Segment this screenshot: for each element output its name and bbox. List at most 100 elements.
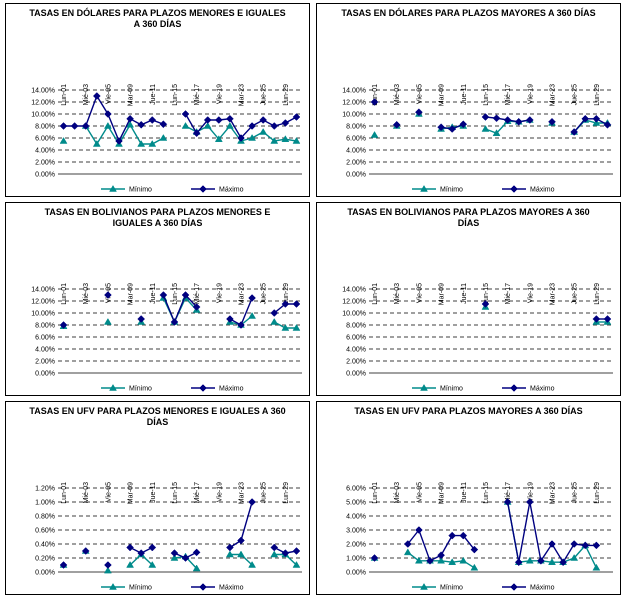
data-point xyxy=(592,114,601,123)
y-tick-label: 2.00% xyxy=(35,160,55,167)
data-point xyxy=(226,315,234,323)
data-point xyxy=(437,123,445,132)
data-point xyxy=(92,140,101,147)
data-point xyxy=(525,498,534,506)
y-tick-label: 12.00% xyxy=(31,299,55,306)
data-point xyxy=(103,566,112,574)
x-tick-label: Mar-23 xyxy=(550,482,557,504)
data-point xyxy=(59,137,68,144)
legend-marker xyxy=(109,583,117,590)
y-tick-label: 2.00% xyxy=(346,359,366,366)
legend-label: Mínimo xyxy=(129,386,152,393)
data-point xyxy=(137,140,146,147)
x-tick-label: Mar-23 xyxy=(239,84,246,106)
data-point xyxy=(525,116,534,124)
data-point xyxy=(270,122,279,130)
data-point xyxy=(470,563,479,571)
y-tick-label: 2.00% xyxy=(346,542,366,549)
data-point xyxy=(148,561,157,568)
x-tick-label: Jue-25 xyxy=(572,84,579,106)
data-point xyxy=(248,134,257,141)
data-point xyxy=(214,116,223,124)
data-point xyxy=(370,554,379,562)
data-point xyxy=(603,315,612,323)
data-point xyxy=(81,547,90,555)
data-point xyxy=(181,554,190,562)
x-tick-label: Mié-03 xyxy=(394,482,401,504)
data-point xyxy=(226,114,234,123)
data-point xyxy=(292,561,301,568)
chart: 0.00% 1.00% 2.00% 3.00% 4.00% 5.00% 6.00% Lun-0… xyxy=(346,482,613,592)
y-tick-label: 6.00% xyxy=(35,335,55,342)
x-tick-label: Mar-09 xyxy=(439,482,446,504)
data-point xyxy=(103,318,112,325)
data-point xyxy=(548,117,556,126)
x-tick-label: Mar-09 xyxy=(439,283,446,305)
x-tick-label: Lun-01 xyxy=(61,283,68,305)
x-tick-label: Jue-11 xyxy=(150,482,157,503)
data-point xyxy=(104,110,112,118)
data-point xyxy=(270,309,279,317)
y-tick-label: 0.00% xyxy=(346,371,366,378)
legend-marker xyxy=(109,185,117,192)
data-point xyxy=(148,116,157,124)
y-tick-label: 0.00% xyxy=(35,371,55,378)
data-point xyxy=(237,321,245,329)
legend-marker xyxy=(199,583,207,591)
x-tick-label: Lun-01 xyxy=(372,482,379,504)
x-tick-label: Lun-15 xyxy=(483,283,490,305)
chart: 0.00% 0.20% 0.40% 0.60% 0.80% 1.00% 1.20% Lun-0… xyxy=(35,482,302,592)
x-tick-label: Vie-05 xyxy=(416,283,423,303)
legend-marker xyxy=(420,384,428,391)
x-tick-label: Mié-17 xyxy=(194,283,201,305)
legend-marker xyxy=(420,583,428,590)
y-tick-label: 2.00% xyxy=(35,359,55,366)
y-tick-label: 3.00% xyxy=(346,528,366,535)
x-tick-label: Mié-17 xyxy=(505,84,512,106)
y-tick-label: 0.60% xyxy=(35,528,55,535)
data-point xyxy=(59,321,68,329)
chart-title: TASAS EN UFV PARA PLAZOS MAYORES A 360 D… xyxy=(354,406,583,416)
data-point xyxy=(592,315,601,323)
data-point xyxy=(292,113,301,121)
data-point xyxy=(248,294,256,302)
legend-label: Mínimo xyxy=(129,585,152,592)
y-tick-label: 0.00% xyxy=(35,172,55,179)
y-tick-label: 10.00% xyxy=(31,311,55,318)
data-point xyxy=(148,140,157,147)
chart-panel: 0.00% 2.00% 4.00% 6.00% 8.00% 10.00% 12.00% 14.… xyxy=(5,3,310,197)
legend-marker xyxy=(109,384,117,391)
series-line xyxy=(407,501,597,564)
chart-title: TASAS EN DÓLARES PARA PLAZOS MAYORES A 3… xyxy=(341,8,596,18)
data-point xyxy=(170,554,179,561)
x-tick-label: Vie-05 xyxy=(416,482,423,502)
data-point xyxy=(170,318,179,326)
data-point xyxy=(203,122,212,129)
data-point xyxy=(137,120,146,129)
chart-panel: 0.00% 2.00% 4.00% 6.00% 8.00% 10.00% 12.00% 14.… xyxy=(5,202,310,396)
legend-marker xyxy=(199,384,207,392)
data-point xyxy=(570,540,579,548)
y-tick-label: 12.00% xyxy=(342,299,366,306)
data-point xyxy=(415,526,423,534)
y-tick-label: 12.00% xyxy=(31,100,55,107)
x-tick-label: Mié-17 xyxy=(505,283,512,305)
x-tick-label: Lun-01 xyxy=(372,283,379,305)
y-tick-label: 0.00% xyxy=(346,570,366,577)
data-point xyxy=(170,549,179,557)
x-tick-label: Lun-15 xyxy=(172,283,179,305)
data-point xyxy=(292,547,301,555)
chart: 0.00% 2.00% 4.00% 6.00% 8.00% 10.00% 12.00% 14.… xyxy=(31,84,302,194)
legend-label: Máximo xyxy=(530,386,555,393)
y-tick-label: 0.20% xyxy=(35,556,55,563)
y-tick-label: 4.00% xyxy=(35,347,55,354)
data-point xyxy=(237,536,245,545)
data-point xyxy=(226,543,234,552)
y-tick-label: 6.00% xyxy=(346,486,366,493)
data-point xyxy=(525,556,534,564)
legend-label: Máximo xyxy=(530,585,555,592)
y-tick-label: 8.00% xyxy=(346,323,366,330)
y-tick-label: 1.00% xyxy=(35,500,55,507)
data-point xyxy=(448,558,457,565)
x-tick-label: Jue-25 xyxy=(572,283,579,305)
